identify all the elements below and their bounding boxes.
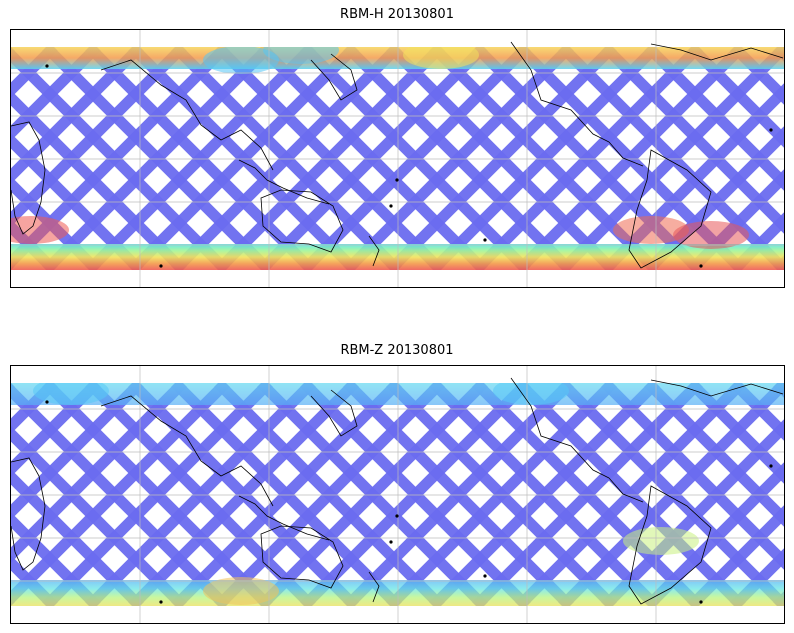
gridlines bbox=[11, 30, 784, 287]
north-belt-band bbox=[11, 47, 784, 69]
south-belt-band bbox=[11, 580, 784, 606]
south-belt-band bbox=[11, 244, 784, 270]
map-rbm-z bbox=[11, 366, 784, 623]
panel-title-bottom: RBM-Z 20130801 bbox=[340, 343, 454, 358]
panel-title-top: RBM-H 20130801 bbox=[340, 7, 454, 22]
coastlines bbox=[11, 377, 784, 605]
map-rbm-h bbox=[11, 30, 784, 287]
satellite-swaths bbox=[11, 383, 784, 606]
north-belt-band bbox=[11, 383, 784, 405]
satellite-swaths bbox=[11, 47, 784, 270]
coastlines bbox=[11, 41, 784, 269]
map-panel-rbm-z bbox=[10, 365, 785, 624]
map-panel-rbm-h bbox=[10, 29, 785, 288]
gridlines bbox=[11, 366, 784, 623]
